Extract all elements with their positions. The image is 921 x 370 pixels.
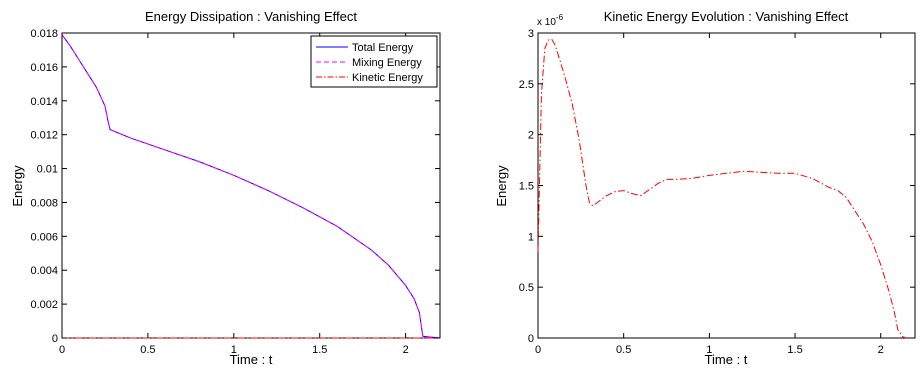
chart-title: Kinetic Energy Evolution : Vanishing Eff…	[604, 9, 849, 24]
y-tick-label: 0.012	[30, 130, 58, 142]
x-tick-label: 2	[878, 344, 884, 356]
legend-label-total: Total Energy	[352, 42, 414, 54]
x-tick-label: 1.5	[312, 344, 327, 356]
legend-label-kinetic: Kinetic Energy	[352, 72, 423, 84]
y-tick-label: 0.006	[30, 231, 58, 243]
y-tick-label: 2	[528, 130, 534, 142]
legend-label-mixing: Mixing Energy	[352, 57, 422, 69]
y-tick-label: 0.016	[30, 62, 58, 74]
x-axis-label: Time : t	[230, 352, 273, 367]
tick-group: 0 0.5 1 1.5 2 0 0.002 0.004 0.006 0.008 0.01 0.012 0…	[30, 28, 440, 356]
x-tick-label: 2	[403, 344, 409, 356]
series-line-mixing-energy	[61, 34, 441, 339]
x-tick-label: 0.5	[140, 344, 155, 356]
chart-title: Energy Dissipation : Vanishing Effect	[145, 9, 357, 24]
y-tick-label: 0.5	[519, 282, 534, 294]
y-tick-label: 3	[528, 28, 534, 40]
y-axis-exponent: x 10-6	[537, 13, 564, 28]
y-tick-label: 0.018	[30, 28, 58, 40]
y-tick-label: 2.5	[519, 79, 534, 91]
series-line-kinetic-energy	[537, 38, 907, 339]
plot-frame	[537, 32, 916, 339]
y-tick-label: 0.01	[37, 164, 58, 176]
y-tick-label: 1.5	[519, 181, 534, 193]
y-tick-label: 1	[528, 231, 534, 243]
x-tick-label: 1	[706, 344, 712, 356]
x-axis-label: Time : t	[705, 352, 748, 367]
y-tick-label: 0.004	[30, 265, 58, 277]
y-tick-label: 0.014	[30, 96, 58, 108]
exponent-power: -6	[556, 13, 564, 22]
y-tick-label: 0.002	[30, 299, 58, 311]
kinetic-energy-axes: 0 0.5 1 1.5 2 0 0.5 1 1.5 2 2.5 3 Kinetic Energy Ev…	[494, 9, 916, 367]
y-axis-label: Energy	[10, 165, 25, 207]
legend: Total Energy Mixing Energy Kinetic Energ…	[310, 35, 438, 88]
energy-dissipation-axes: 0 0.5 1 1.5 2 0 0.002 0.004 0.006 0.008 0.01 0.012 0…	[10, 9, 441, 367]
exponent-base: x 10	[537, 17, 556, 28]
x-tick-label: 1.5	[787, 344, 802, 356]
y-tick-label: 0	[528, 333, 534, 345]
x-tick-label: 0	[535, 344, 541, 356]
y-axis-label: Energy	[494, 165, 509, 207]
x-tick-label: 1	[231, 344, 237, 356]
y-tick-label: 0.008	[30, 197, 58, 209]
tick-group: 0 0.5 1 1.5 2 0 0.5 1 1.5 2 2.5 3	[519, 28, 915, 356]
series-group	[537, 38, 907, 339]
x-tick-label: 0.5	[616, 344, 631, 356]
y-tick-label: 0	[52, 333, 58, 345]
x-tick-label: 0	[59, 344, 65, 356]
series-group	[61, 34, 441, 339]
